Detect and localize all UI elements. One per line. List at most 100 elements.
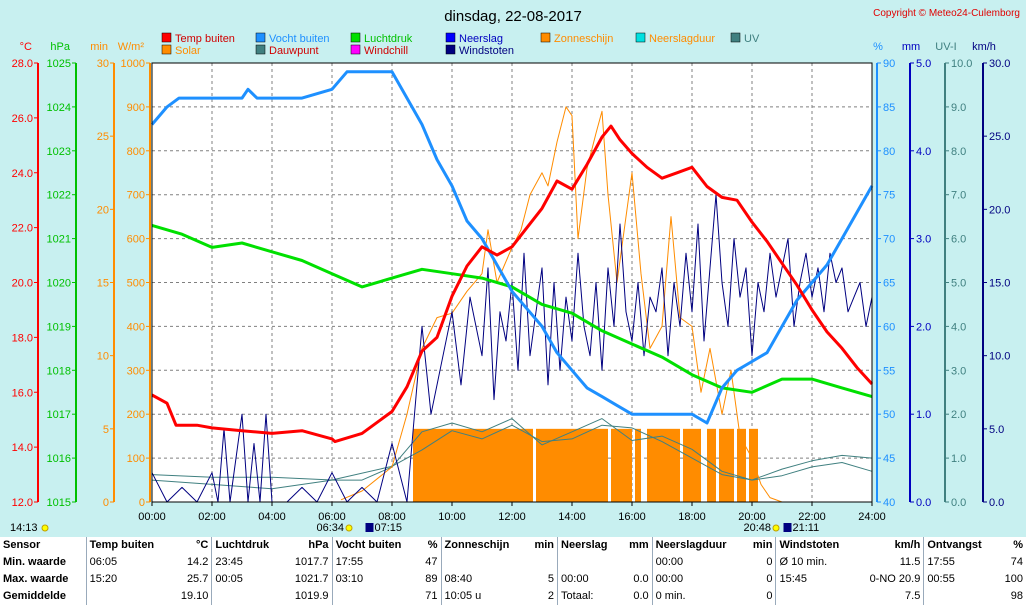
summary-sunshine-time [440,554,527,571]
axis-tick-label: 500 [127,278,145,290]
chart-title: dinsdag, 22-08-2017 [444,8,582,25]
axis-tick-label: 20.0 [12,278,33,290]
axis-tick-label: 3.0 [951,365,966,377]
legend-swatch [161,32,172,43]
summary-pressure-value: 1017.7 [294,556,329,568]
summary-humidity-value: 47 [425,556,438,568]
x-tick-label: 06:00 [318,511,346,523]
summary-humidity-time: 17:55 [331,554,419,571]
moon-icon [783,523,792,532]
summary-row-label: Max. waarde [3,573,69,585]
axis-tick-label: 1.0 [951,453,966,465]
sunshine-bar [683,428,701,502]
summary-received-value: 98 [1010,590,1023,602]
sunshine-bar [719,428,734,502]
summary-sunshine-time: 08:40 [440,571,527,588]
axis-tick-label: 1.0 [916,409,931,421]
hdr-sunshine: Zonneschijn [440,537,527,554]
sunset-icon [772,524,780,532]
legend-label: Temp buiten [175,33,235,45]
axis-tick-label: 15 [97,278,109,290]
axis-tick-label: 0.0 [951,497,966,509]
x-tick-label: 16:00 [618,511,646,523]
axis-tick-label: 16.0 [12,387,33,399]
x-tick-label: 12:00 [498,511,526,523]
series-lines [150,70,874,503]
legend-swatch [635,32,646,43]
summary-temp-value: 25.7 [186,573,209,585]
summary-rain-time [557,554,621,571]
hdr-received: Ontvangst [923,537,997,554]
axis-unit: hPa [50,41,70,53]
legend-label: Zonneschijn [554,33,613,45]
summary-rainduration-time: 0 min. [651,588,745,605]
axis-tick-label: 45 [883,453,895,465]
axis-tick-label: 14.0 [12,442,33,454]
sunshine-bar [737,428,746,502]
event-label: 06:34 [316,522,344,534]
legend-label: Windchill [364,45,408,57]
axis-tick-label: 1024 [47,102,71,114]
series-temp-buiten [151,124,874,444]
hdr-sensor: Sensor [3,539,41,551]
summary-pressure-value: 1021.7 [294,573,329,585]
legend-label: Windstoten [459,45,514,57]
summary-received-time [923,588,997,605]
axis-unit: W/m² [118,41,145,53]
axis-tick-label: 4.0 [916,146,931,158]
summary-row-label: Gemiddelde [3,590,66,602]
axis-tick-label: 85 [883,102,895,114]
axis-tick-label: 100 [127,453,145,465]
axis-tick-label: 40 [883,497,895,509]
x-tick-label: 08:00 [378,511,406,523]
x-tick-label: 18:00 [678,511,706,523]
copyright: Copyright © Meteo24-Culemborg [873,8,1020,19]
x-tick-label: 10:00 [438,511,466,523]
axis-tick-label: 55 [883,365,895,377]
axis-tick-label: 20.0 [989,204,1010,216]
axis-tick-label: 28.0 [12,58,33,70]
axis-tick-label: 60 [883,321,895,333]
summary-gust-value: 11.5 [899,556,921,568]
axis-tick-label: 10.0 [989,351,1010,363]
event-label: 20:48 [743,522,771,534]
axis-tick-label: 6.0 [951,234,966,246]
hdr-pressure-unit: hPa [308,539,329,551]
summary-received-value: 74 [1010,556,1023,568]
axis-tick-label: 25.0 [989,131,1010,143]
summary-gust-time: Ø 10 min. [775,554,856,571]
axis-tick-label: 4.0 [951,321,966,333]
summary-rain-value: 0.0 [633,590,649,602]
axis-tick-label: 200 [127,409,145,421]
axis-tick-label: 50 [883,409,895,421]
sunshine-bar [536,428,608,502]
hdr-rain: Neerslag [557,537,621,554]
axis-tick-label: 5.0 [989,424,1004,436]
summary-table: Sensor Temp buiten °C Luchtdruk hPa Voch… [0,537,1026,608]
summary-gust-value: 0-NO 20.9 [869,573,921,585]
axis-tick-label: 15.0 [989,278,1010,290]
summary-received-value: 100 [1004,573,1023,585]
legend-swatch [540,32,551,43]
summary-humidity-value: 89 [425,573,438,585]
axis-tick-label: 1020 [47,278,71,290]
summary-rainduration-value: 0 [766,590,773,602]
axis-tick-label: 5 [103,424,109,436]
summary-temp-time: 06:05 [85,554,172,571]
sunrise-icon [345,524,353,532]
axis-tick-label: 400 [127,321,145,333]
axis-tick-label: 0 [103,497,109,509]
summary-pressure-value: 1019.9 [294,590,329,602]
axis-tick-label: 1023 [47,146,71,158]
axis-tick-label: 65 [883,278,895,290]
axis-tick-label: 0.0 [916,497,931,509]
axis-tick-label: 600 [127,234,145,246]
axis-unit: mm [902,41,920,53]
axis-tick-label: 5.0 [916,58,931,70]
weather-chart: dinsdag, 22-08-2017 Copyright © Meteo24-… [10,8,1020,534]
axis-tick-label: 1000 [121,58,145,70]
current-time: 14:13 [10,522,38,534]
axis-tick-label: 90 [883,58,895,70]
summary-rain-time: Totaal: [557,588,621,605]
